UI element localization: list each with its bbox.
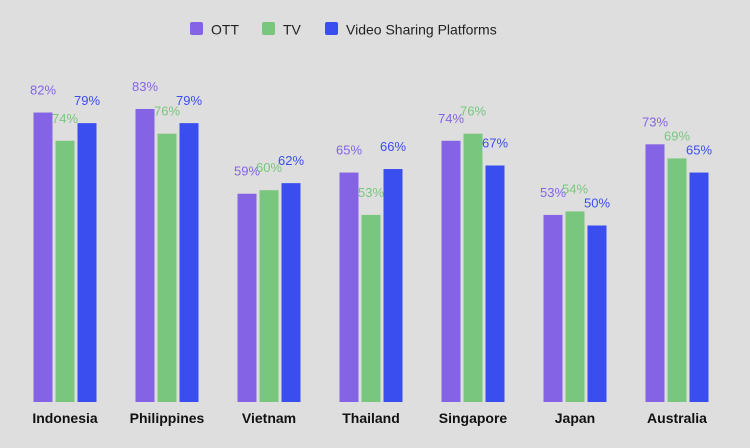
data-label-philippines-video-sharing-platforms: 79% [176, 93, 202, 108]
data-label-thailand-tv: 53% [358, 185, 384, 200]
data-label-philippines-ott: 83% [132, 79, 158, 94]
bar-australia-tv [667, 158, 687, 402]
data-label-indonesia-ott: 82% [30, 83, 56, 98]
x-tick-japan: Japan [555, 410, 595, 426]
data-label-vietnam-tv: 60% [256, 160, 282, 175]
data-label-singapore-video-sharing-platforms: 67% [482, 135, 508, 150]
bar-indonesia-ott [33, 112, 53, 402]
bar-australia-video-sharing-platforms [689, 172, 709, 402]
data-label-vietnam-ott: 59% [234, 164, 260, 179]
x-tick-indonesia: Indonesia [32, 410, 98, 426]
data-label-philippines-tv: 76% [154, 104, 180, 119]
legend-swatch-ott [190, 22, 203, 35]
bar-philippines-tv [157, 133, 177, 402]
bar-japan-tv [565, 211, 585, 402]
legend: OTT TV Video Sharing Platforms [190, 22, 497, 38]
bar-vietnam-tv [259, 190, 279, 402]
x-axis-ticks: Indonesia Philippines Vietnam Thailand Singa… [32, 410, 707, 426]
bar-japan-video-sharing-platforms [587, 225, 607, 402]
data-label-thailand-ott: 65% [336, 143, 362, 158]
bar-singapore-tv [463, 133, 483, 402]
x-tick-singapore: Singapore [439, 410, 508, 426]
legend-swatch-video-sharing-platforms [325, 22, 338, 35]
bar-indonesia-video-sharing-platforms [77, 123, 97, 402]
data-label-australia-tv: 69% [664, 128, 690, 143]
data-label-singapore-ott: 74% [438, 111, 464, 126]
data-label-singapore-tv: 76% [460, 104, 486, 119]
x-tick-philippines: Philippines [130, 410, 205, 426]
data-label-thailand-video-sharing-platforms: 66% [380, 139, 406, 154]
bar-australia-ott [645, 144, 665, 402]
bar-vietnam-ott [237, 193, 257, 402]
legend-swatch-tv [262, 22, 275, 35]
data-label-japan-tv: 54% [562, 181, 588, 196]
legend-label-tv: TV [283, 22, 302, 38]
x-tick-vietnam: Vietnam [242, 410, 296, 426]
legend-label-ott: OTT [211, 22, 239, 38]
data-label-australia-ott: 73% [642, 114, 668, 129]
bar-japan-ott [543, 214, 563, 402]
bars [33, 109, 709, 402]
x-tick-thailand: Thailand [342, 410, 400, 426]
bar-thailand-ott [339, 172, 359, 402]
bar-vietnam-video-sharing-platforms [281, 183, 301, 402]
bar-singapore-ott [441, 140, 461, 402]
data-label-vietnam-video-sharing-platforms: 62% [278, 153, 304, 168]
bar-thailand-video-sharing-platforms [383, 169, 403, 402]
data-label-indonesia-video-sharing-platforms: 79% [74, 93, 100, 108]
bar-philippines-ott [135, 109, 155, 402]
bar-thailand-tv [361, 214, 381, 402]
data-label-indonesia-tv: 74% [52, 111, 78, 126]
data-labels: 82%74%79%83%76%79%59%60%62%65%53%66%74%7… [30, 79, 712, 210]
bar-indonesia-tv [55, 140, 75, 402]
bar-philippines-video-sharing-platforms [179, 123, 199, 402]
data-label-japan-video-sharing-platforms: 50% [584, 196, 610, 211]
legend-label-video-sharing-platforms: Video Sharing Platforms [346, 22, 497, 38]
data-label-australia-video-sharing-platforms: 65% [686, 143, 712, 158]
data-label-japan-ott: 53% [540, 185, 566, 200]
bar-singapore-video-sharing-platforms [485, 165, 505, 402]
x-tick-australia: Australia [647, 410, 707, 426]
